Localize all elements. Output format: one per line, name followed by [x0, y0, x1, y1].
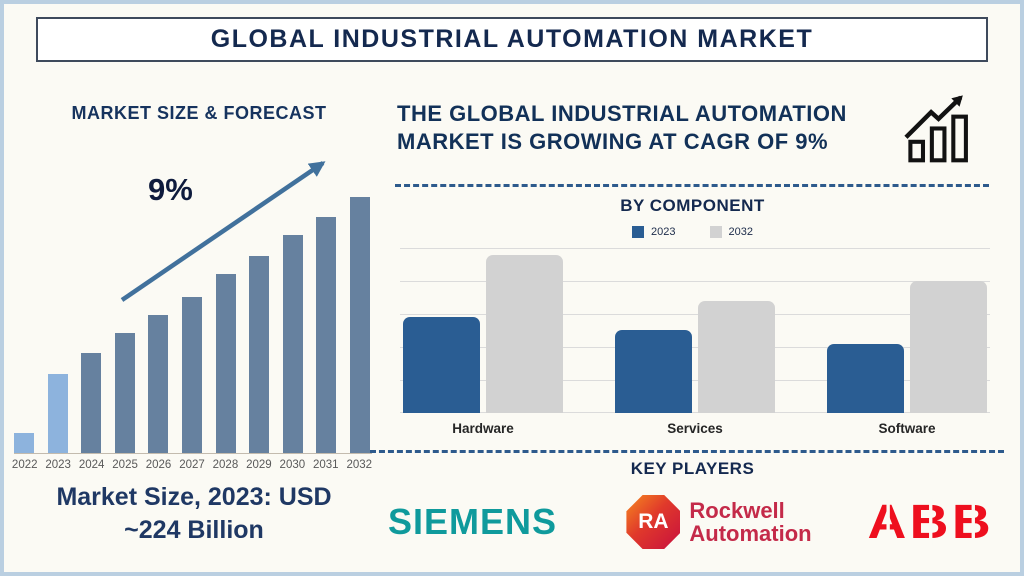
market-size-caption-line1: Market Size, 2023: USD — [56, 483, 332, 511]
component-group-hardware — [403, 255, 563, 413]
market-size-bar-2030 — [282, 235, 303, 453]
growth-chart-icon — [904, 95, 968, 163]
year-label-2022: 2022 — [11, 459, 38, 471]
siemens-logo: SIEMENS — [388, 501, 558, 542]
legend-item-2023: 2023 — [632, 226, 676, 238]
software-bar-2032 — [910, 281, 987, 413]
year-label-2030: 2030 — [279, 459, 306, 471]
services-bar-2023 — [615, 330, 692, 413]
gridline-4 — [400, 380, 990, 381]
legend-swatch-2032 — [709, 226, 722, 238]
rockwell-badge-icon: RA — [626, 495, 681, 549]
year-label-2032: 2032 — [346, 459, 373, 471]
dashed-divider-top — [395, 184, 989, 187]
cagr-headline: THE GLOBAL INDUSTRIAL AUTOMATION MARKET … — [397, 100, 847, 156]
market-size-bar-2022 — [14, 433, 34, 453]
market-size-bar-chart — [14, 197, 370, 453]
category-label-software: Software — [878, 421, 936, 436]
component-group-software — [827, 281, 987, 413]
year-label-2024: 2024 — [78, 459, 105, 471]
gridline-0 — [400, 248, 990, 249]
market-size-caption: Market Size, 2023: USD ~224 Billion — [8, 481, 380, 547]
rockwell-wordmark-line1: Rockwell — [689, 498, 785, 523]
year-label-2023: 2023 — [45, 459, 71, 471]
key-players-title: KEY PLAYERS — [630, 459, 755, 478]
market-size-bar-2031 — [316, 217, 337, 453]
page-title: GLOBAL INDUSTRIAL AUTOMATION MARKET — [210, 25, 814, 53]
legend-label-2032: 2032 — [728, 226, 753, 238]
category-label-hardware: Hardware — [452, 421, 514, 436]
market-size-bar-2024 — [81, 353, 102, 453]
rockwell-wordmark: Rockwell Automation — [689, 499, 811, 545]
abb-letter-A: A — [867, 495, 910, 549]
market-size-bar-2023 — [47, 374, 68, 453]
component-chart-title: BY COMPONENT — [620, 196, 765, 215]
legend-item-2032: 2032 — [709, 226, 753, 238]
year-label-2026: 2026 — [145, 459, 172, 471]
component-bar-chart — [400, 248, 990, 413]
page-title-box: GLOBAL INDUSTRIAL AUTOMATION MARKET — [36, 17, 988, 62]
services-bar-2032 — [698, 301, 775, 413]
market-size-chart-title: MARKET SIZE & FORECAST — [71, 103, 327, 123]
category-label-services: Services — [667, 421, 723, 436]
hardware-bar-2032 — [486, 255, 563, 413]
gridline-2 — [400, 314, 990, 315]
year-label-2029: 2029 — [246, 459, 272, 471]
year-label-2025: 2025 — [112, 459, 138, 471]
component-chart-bars — [400, 248, 990, 413]
rockwell-badge-letters: RA — [638, 510, 669, 533]
market-size-bar-2026 — [148, 315, 169, 453]
gridline-3 — [400, 347, 990, 348]
cagr-headline-line2: MARKET IS GROWING AT CAGR OF 9% — [397, 129, 829, 154]
cagr-headline-line1: THE GLOBAL INDUSTRIAL AUTOMATION — [397, 101, 847, 126]
component-group-services — [615, 301, 775, 413]
market-size-year-labels: 2022 2023 2024 2025 2026 2027 2028 2029 2030 2031… — [8, 459, 376, 471]
market-size-bar-2027 — [181, 297, 202, 453]
component-category-labels: Hardware Services Software — [400, 421, 990, 436]
software-bar-2023 — [827, 344, 904, 413]
gridline-1 — [400, 281, 990, 282]
hardware-bar-2023 — [403, 317, 480, 413]
growth-arrow — [120, 161, 326, 302]
component-chart-legend: 2023 2032 — [395, 226, 990, 238]
dashed-divider-bottom — [370, 450, 1004, 453]
year-label-2031: 2031 — [313, 459, 339, 471]
market-size-bar-2032 — [349, 197, 370, 453]
market-size-caption-line2: ~224 Billion — [124, 516, 264, 544]
abb-letter-B: B — [909, 495, 952, 549]
year-label-2027: 2027 — [179, 459, 205, 471]
cagr-annotation: 9% — [148, 172, 193, 207]
legend-label-2023: 2023 — [651, 226, 676, 238]
market-size-bar-2028 — [215, 274, 236, 453]
abb-letter-B: B — [951, 495, 994, 549]
legend-swatch-2023 — [632, 226, 645, 238]
market-size-x-axis — [14, 453, 372, 454]
rockwell-automation-logo: RA Rockwell Automation — [626, 495, 812, 549]
market-size-bar-2025 — [114, 333, 135, 453]
year-label-2028: 2028 — [212, 459, 239, 471]
rockwell-wordmark-line2: Automation — [689, 521, 812, 546]
market-size-bar-2029 — [249, 256, 270, 453]
gridline-5 — [400, 412, 990, 413]
